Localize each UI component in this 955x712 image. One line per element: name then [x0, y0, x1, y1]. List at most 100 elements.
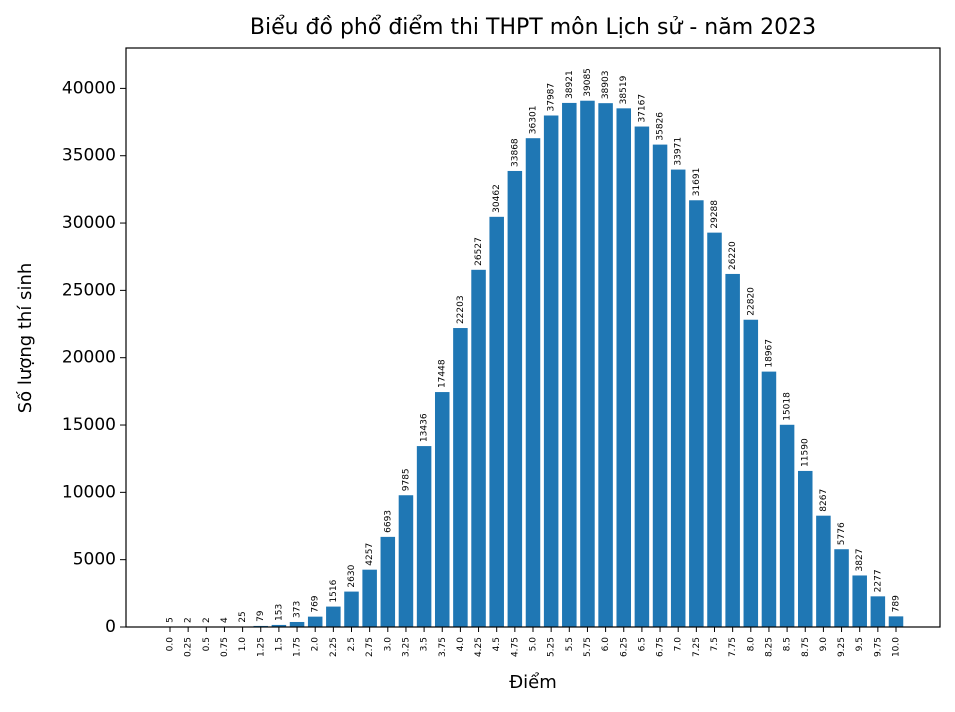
x-tick-label: 9.75 [873, 637, 883, 657]
y-tick-label: 10000 [62, 482, 116, 502]
data-label: 11590 [801, 438, 811, 467]
x-tick-label: 7.0 [674, 637, 684, 652]
bar [489, 217, 504, 627]
x-tick-label: 5.5 [565, 637, 575, 651]
bar [671, 170, 686, 627]
x-tick-label: 2.25 [329, 637, 339, 657]
x-tick-label: 5.0 [529, 637, 539, 652]
data-label: 373 [293, 601, 303, 618]
data-label: 4 [220, 617, 230, 623]
bar [435, 392, 450, 627]
data-label: 4257 [365, 543, 375, 566]
bar [889, 616, 904, 627]
bar [852, 575, 867, 627]
x-tick-label: 5.75 [583, 637, 593, 657]
data-label: 26220 [728, 241, 738, 270]
bar [453, 328, 468, 627]
data-label: 22203 [456, 295, 466, 324]
data-label: 8267 [819, 489, 829, 512]
data-label: 30462 [492, 184, 502, 213]
bar [834, 549, 849, 627]
y-tick-label: 35000 [62, 146, 116, 166]
y-tick-label: 40000 [62, 78, 116, 98]
bar [871, 596, 886, 627]
bar [689, 200, 704, 627]
data-label: 153 [274, 604, 284, 621]
x-tick-label: 7.75 [728, 637, 738, 657]
bar [526, 138, 541, 627]
x-tick-label: 1.0 [238, 637, 248, 652]
x-tick-label: 8.0 [746, 637, 756, 652]
data-label: 18967 [764, 339, 774, 368]
data-label: 769 [311, 595, 321, 612]
bar [308, 617, 323, 627]
data-label: 29288 [710, 200, 720, 229]
x-tick-label: 4.0 [456, 637, 466, 652]
x-tick-label: 2.5 [347, 637, 357, 651]
x-axis-label: Điểm [509, 672, 557, 693]
x-tick-label: 4.25 [474, 637, 484, 657]
x-tick-label: 10.0 [892, 637, 902, 657]
y-tick-label: 5000 [73, 550, 116, 570]
x-tick-label: 0.0 [166, 637, 176, 652]
x-tick-label: 6.25 [619, 637, 629, 657]
bar [290, 622, 305, 627]
data-label: 39085 [583, 68, 593, 97]
x-tick-label: 2.75 [365, 637, 375, 657]
x-tick-label: 0.75 [220, 637, 230, 657]
bar [725, 274, 740, 627]
bar [562, 103, 577, 627]
data-label: 38921 [565, 70, 575, 99]
y-tick-label: 15000 [62, 415, 116, 435]
x-tick-label: 3.5 [420, 637, 430, 651]
y-axis-label: Số lượng thí sinh [15, 263, 36, 414]
data-label: 31691 [692, 168, 702, 197]
bar [653, 145, 668, 627]
x-tick-label: 3.25 [401, 637, 411, 657]
bar [598, 103, 613, 627]
bar [707, 233, 722, 627]
data-label: 35826 [656, 112, 666, 141]
x-tick-label: 7.5 [710, 637, 720, 651]
bar [762, 372, 777, 627]
x-tick-label: 6.5 [637, 637, 647, 651]
y-tick-label: 20000 [62, 348, 116, 368]
bar [780, 425, 795, 627]
data-label: 1516 [329, 579, 339, 602]
data-label: 25 [238, 611, 248, 622]
y-tick-label: 25000 [62, 280, 116, 300]
bar [344, 592, 359, 627]
x-tick-label: 4.5 [492, 637, 502, 651]
data-label: 2 [202, 617, 212, 623]
bar [816, 516, 831, 627]
bar [635, 127, 650, 627]
data-label: 79 [256, 610, 266, 622]
x-tick-label: 0.5 [202, 637, 212, 651]
data-label: 38903 [601, 71, 611, 100]
data-label: 22820 [746, 287, 756, 316]
data-label: 2630 [347, 564, 357, 587]
bar [471, 270, 486, 627]
data-label: 789 [892, 595, 902, 612]
bar [544, 116, 559, 627]
data-label: 36301 [529, 106, 539, 135]
data-label: 5776 [837, 522, 847, 545]
data-label: 5 [166, 617, 176, 623]
bar [508, 171, 523, 627]
data-label: 15018 [783, 392, 793, 421]
chart-title: Biểu đồ phổ điểm thi THPT môn Lịch sử - … [250, 15, 816, 40]
x-tick-label: 9.0 [819, 637, 829, 652]
x-tick-label: 7.25 [692, 637, 702, 657]
x-tick-label: 1.75 [293, 637, 303, 657]
x-tick-label: 3.0 [383, 637, 393, 652]
bar [381, 537, 396, 627]
x-tick-label: 9.25 [837, 637, 847, 657]
data-label: 38519 [619, 75, 629, 104]
data-label: 37987 [547, 83, 557, 112]
data-label: 9785 [401, 468, 411, 491]
x-tick-label: 6.75 [656, 637, 666, 657]
x-tick-label: 4.75 [510, 637, 520, 657]
y-tick-label: 0 [105, 617, 116, 637]
x-tick-label: 6.0 [601, 637, 611, 652]
